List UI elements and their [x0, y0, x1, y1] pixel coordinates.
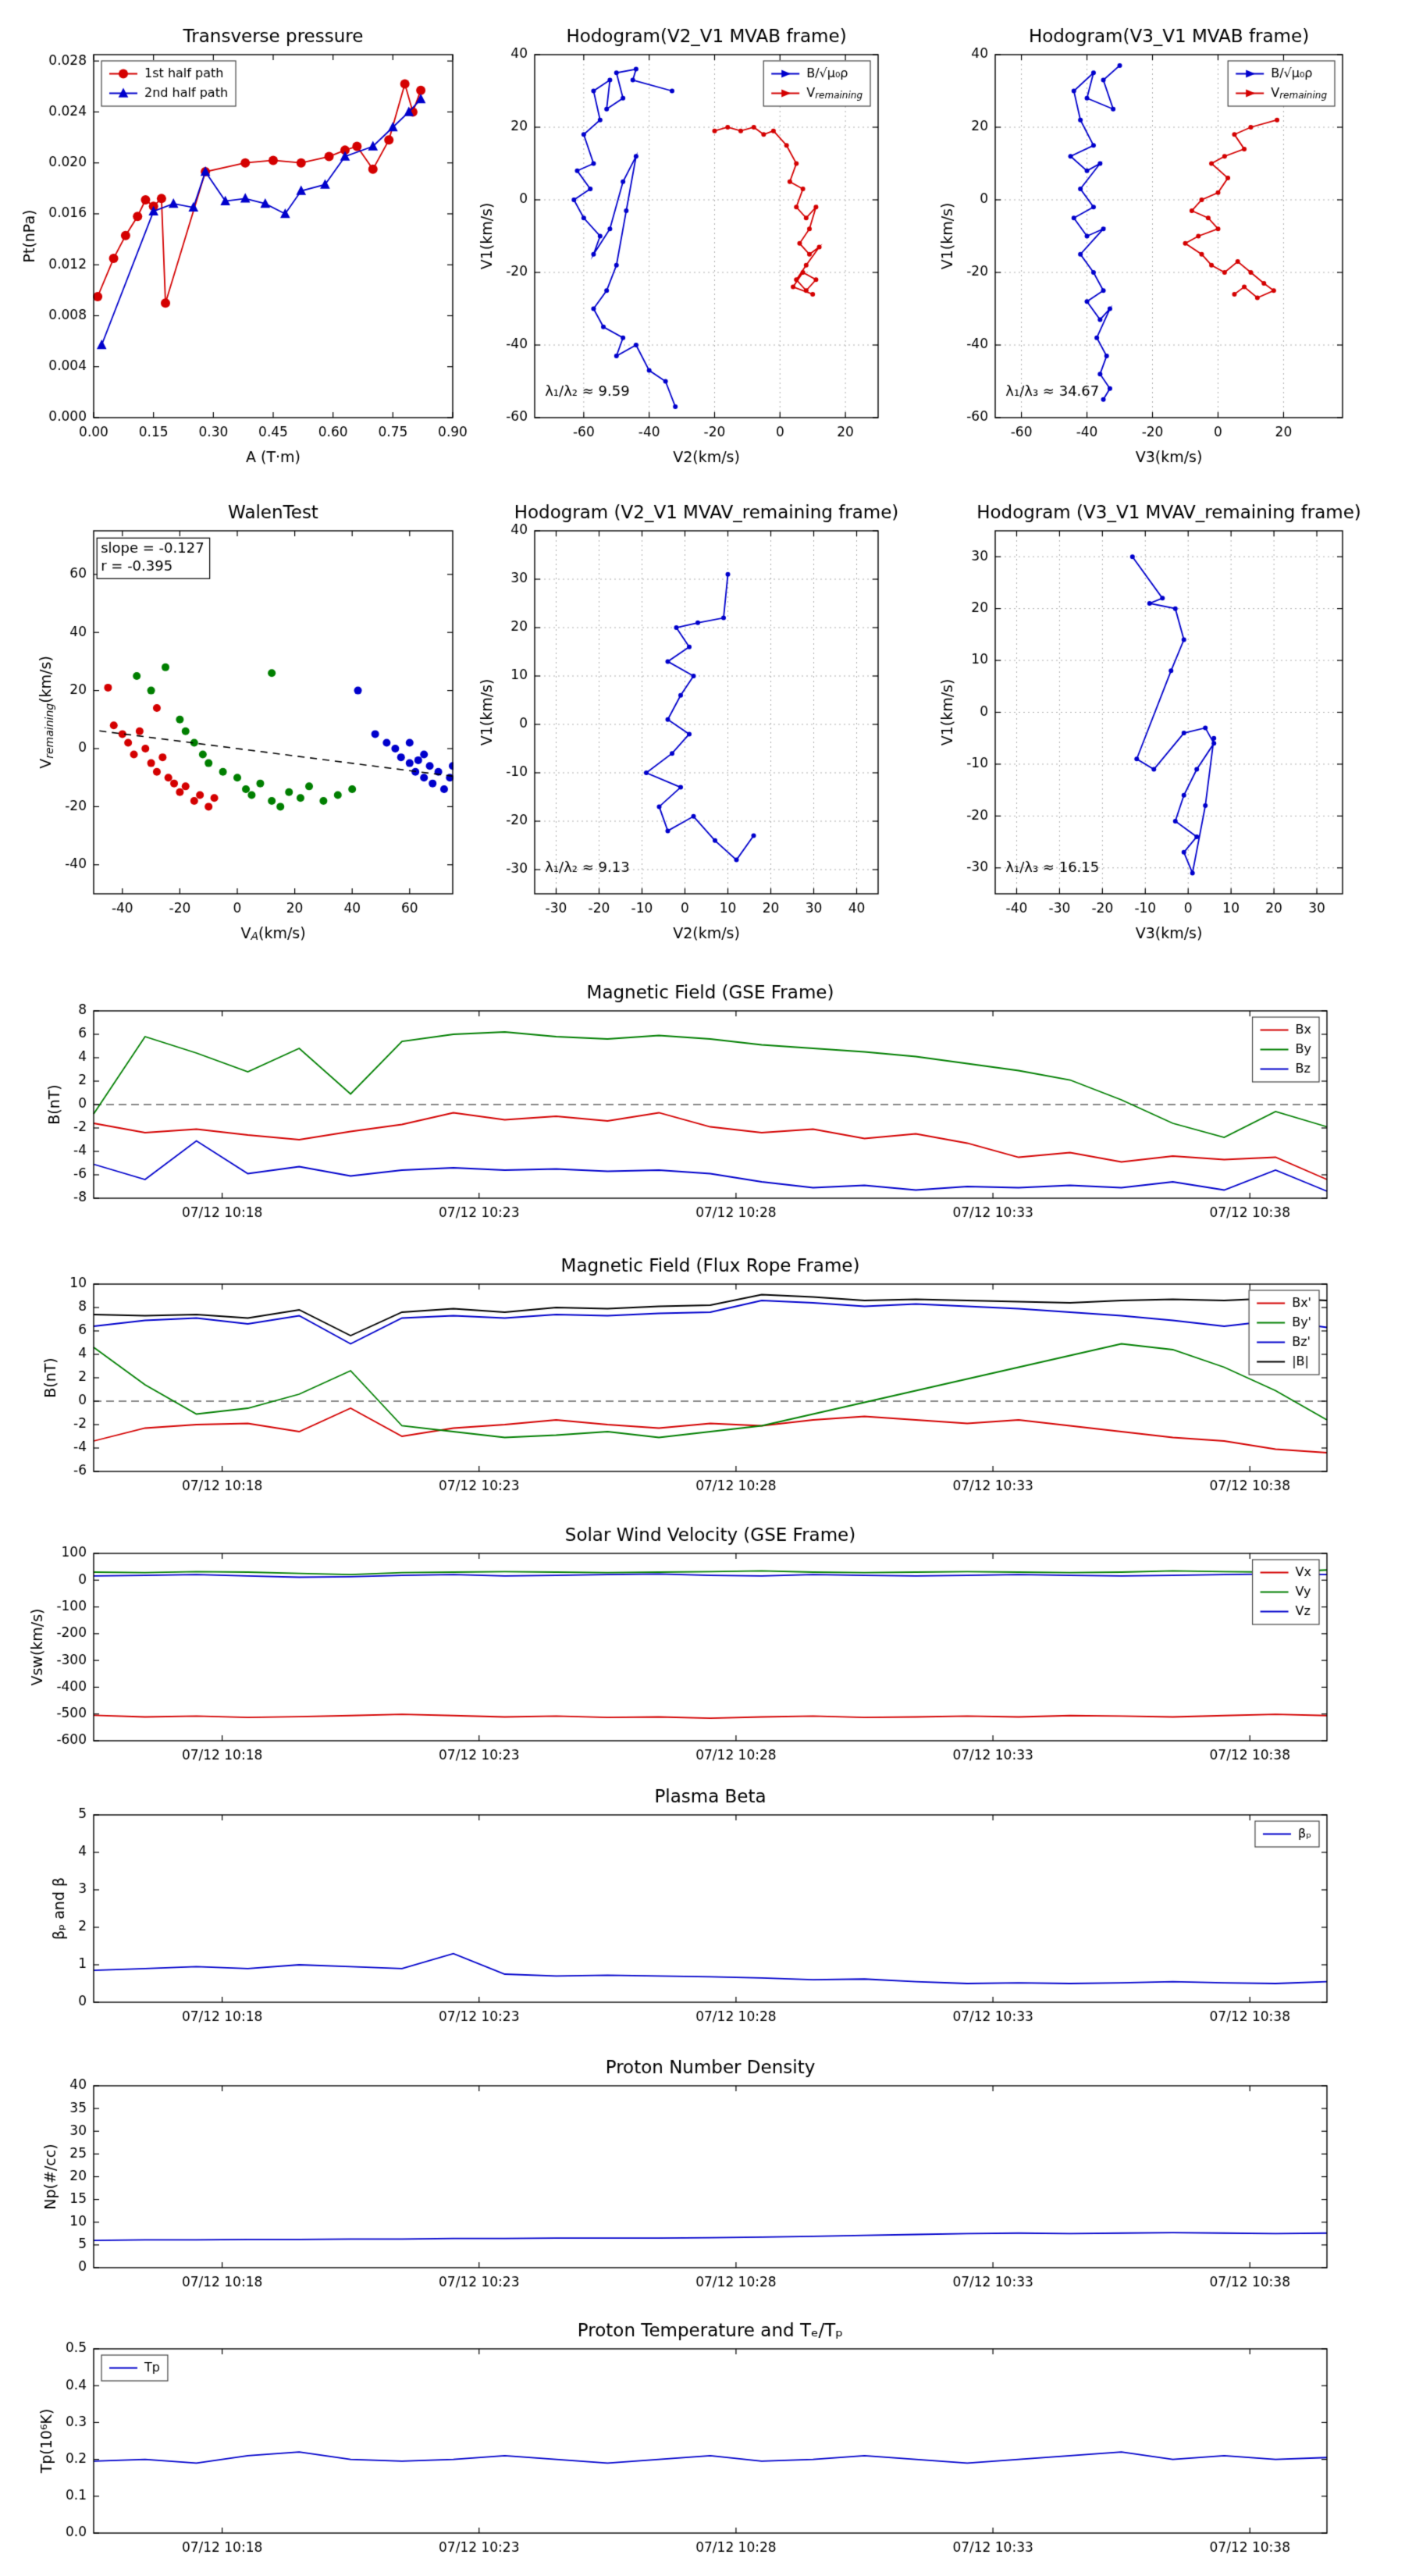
proton-temperature-chart [16, 2311, 1389, 2572]
magnetic-field-flux-rope-chart [16, 1241, 1389, 1510]
plasma-beta-chart [16, 1780, 1389, 2041]
hodogram-v3v1-mvab-chart [937, 16, 1389, 484]
proton-density-chart [16, 2045, 1389, 2307]
hodogram-v2v1-mvav-chart [468, 492, 905, 968]
walen-test-chart [16, 492, 468, 968]
hodogram-v2v1-mvab-chart [468, 16, 905, 484]
transverse-pressure-chart [16, 16, 468, 484]
magnetic-field-gse-chart [16, 968, 1389, 1237]
hodogram-v3v1-mvav-chart [937, 492, 1389, 968]
solar-wind-velocity-chart [16, 1514, 1389, 1780]
